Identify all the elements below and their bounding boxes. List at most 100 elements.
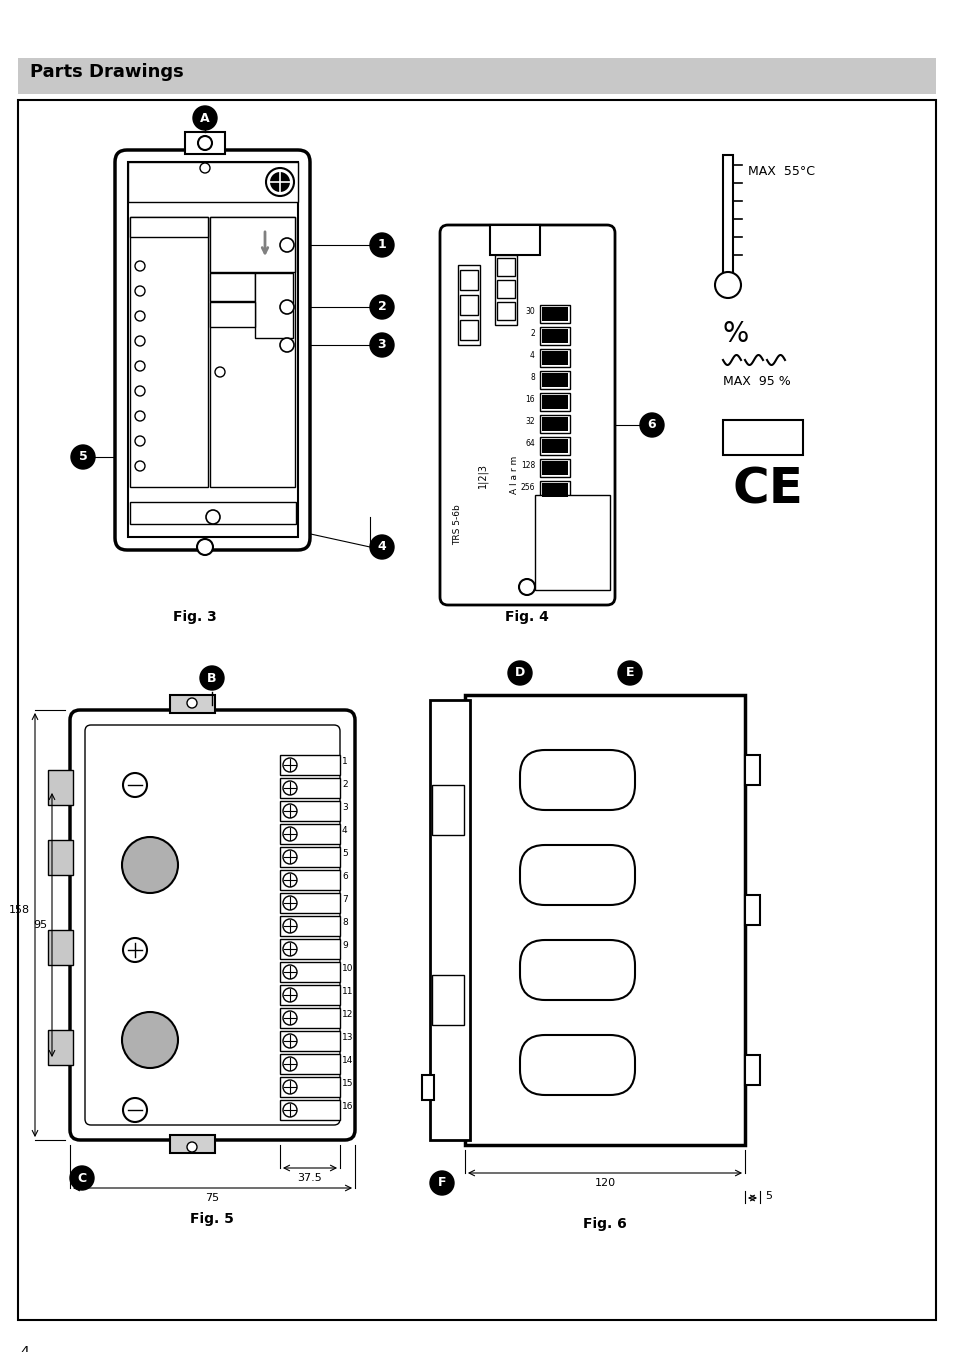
Text: Grenzwert: Grenzwert — [537, 498, 569, 502]
Bar — [254, 273, 293, 338]
Circle shape — [283, 758, 296, 772]
Bar — [280, 1009, 339, 1028]
Circle shape — [283, 1103, 296, 1117]
Bar — [497, 258, 515, 276]
Bar — [541, 352, 567, 365]
Bar — [459, 295, 477, 315]
Text: 16: 16 — [525, 395, 535, 403]
Bar — [432, 975, 463, 1025]
Bar — [539, 415, 569, 433]
Bar — [128, 162, 297, 537]
Bar — [280, 917, 339, 936]
Bar — [535, 495, 609, 589]
Bar — [497, 280, 515, 297]
Text: 5: 5 — [78, 450, 88, 464]
Bar — [539, 370, 569, 389]
Bar — [130, 502, 295, 525]
FancyBboxPatch shape — [439, 224, 615, 604]
Text: MAX  55°C: MAX 55°C — [747, 165, 814, 178]
Text: 5: 5 — [341, 849, 348, 859]
Text: 128: 128 — [520, 461, 535, 469]
Text: 11: 11 — [341, 987, 354, 996]
Text: 9: 9 — [341, 941, 348, 950]
Bar — [744, 1055, 760, 1086]
Bar — [539, 437, 569, 456]
Text: valor Unite: valor Unite — [537, 562, 571, 568]
Circle shape — [714, 272, 740, 297]
Text: 30: 30 — [525, 307, 535, 315]
Bar — [497, 301, 515, 320]
Bar — [185, 132, 225, 154]
Circle shape — [370, 295, 394, 319]
Bar — [170, 1134, 214, 1153]
Text: Fig. 6: Fig. 6 — [582, 1217, 626, 1232]
Text: Parts Drawings: Parts Drawings — [30, 64, 184, 81]
Text: 6: 6 — [498, 306, 504, 315]
Text: 7: 7 — [341, 895, 348, 904]
Text: 4: 4 — [498, 261, 504, 270]
Text: Fig. 3: Fig. 3 — [172, 610, 216, 625]
Text: 3: 3 — [377, 338, 386, 352]
Text: 1: 1 — [341, 757, 348, 767]
Circle shape — [518, 579, 535, 595]
Circle shape — [283, 1034, 296, 1048]
Circle shape — [283, 965, 296, 979]
Bar — [280, 800, 339, 821]
Bar — [490, 224, 539, 256]
Text: 1|2|3: 1|2|3 — [477, 462, 488, 488]
Circle shape — [430, 1171, 454, 1195]
Circle shape — [206, 510, 220, 525]
Bar — [539, 349, 569, 366]
Text: 5: 5 — [764, 1191, 771, 1201]
Text: 64: 64 — [525, 438, 535, 448]
Bar — [495, 256, 517, 324]
Bar — [130, 218, 208, 237]
Text: 158: 158 — [9, 904, 30, 915]
Text: Alarm: Alarm — [256, 297, 283, 306]
Circle shape — [370, 233, 394, 257]
Bar — [280, 777, 339, 798]
Text: T4: T4 — [178, 361, 189, 370]
Text: 64: 64 — [161, 411, 172, 420]
Circle shape — [280, 238, 294, 251]
Text: 8: 8 — [167, 337, 172, 345]
Text: 95: 95 — [32, 919, 47, 930]
Text: 32: 32 — [161, 387, 172, 395]
Text: 4: 4 — [167, 311, 172, 320]
Bar — [280, 1055, 339, 1073]
Text: Unit value: Unit value — [537, 519, 568, 525]
Bar — [210, 218, 294, 487]
Text: D: D — [515, 667, 524, 680]
Bar — [18, 58, 935, 95]
Text: F: F — [437, 1176, 446, 1190]
Text: 120: 120 — [594, 1178, 615, 1188]
Bar — [130, 218, 208, 487]
Bar — [432, 786, 463, 836]
Bar — [539, 327, 569, 345]
Bar — [280, 754, 339, 775]
Text: TRS 5-6b: TRS 5-6b — [453, 504, 462, 545]
Text: TRS 5-6: TRS 5-6 — [136, 170, 202, 185]
Circle shape — [123, 773, 147, 796]
Text: 32: 32 — [525, 416, 535, 426]
Text: Fig. 5: Fig. 5 — [190, 1211, 233, 1226]
Circle shape — [193, 105, 216, 130]
Bar — [280, 986, 339, 1005]
Circle shape — [283, 781, 296, 795]
Circle shape — [135, 435, 145, 446]
Text: 256: 256 — [520, 483, 535, 492]
FancyBboxPatch shape — [519, 750, 635, 810]
FancyBboxPatch shape — [85, 725, 339, 1125]
Circle shape — [122, 1013, 178, 1068]
Bar — [280, 1032, 339, 1051]
Text: 14: 14 — [341, 1056, 353, 1065]
Circle shape — [70, 1165, 94, 1190]
Circle shape — [283, 919, 296, 933]
Bar — [280, 823, 339, 844]
Text: 16: 16 — [161, 361, 172, 370]
Text: 16: 16 — [341, 1102, 354, 1111]
Circle shape — [283, 988, 296, 1002]
Text: CE: CE — [732, 465, 802, 512]
Circle shape — [283, 1080, 296, 1094]
Text: MAX: MAX — [252, 360, 274, 370]
